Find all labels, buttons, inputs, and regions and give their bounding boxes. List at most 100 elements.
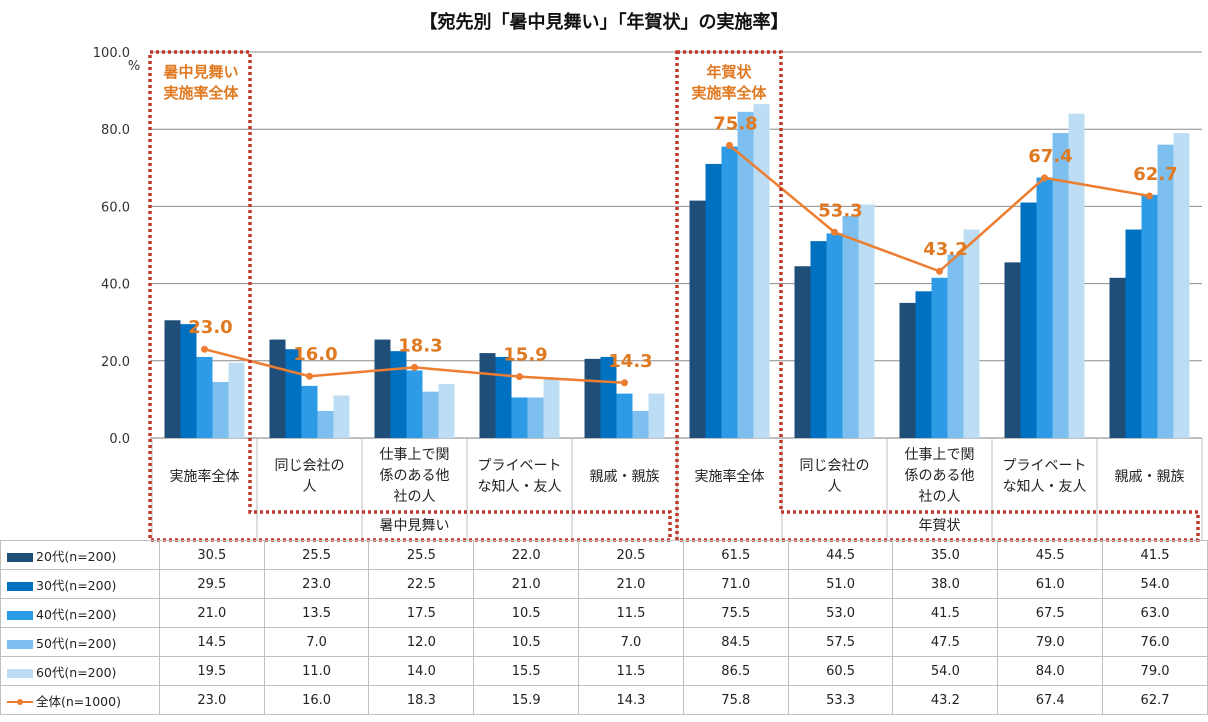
bar [794,266,811,438]
table-cell: 13.5 [263,598,370,628]
bar [527,397,544,438]
annotation-text: 年賀状 [706,63,752,81]
bar [317,410,334,438]
y-tick-label: 100.0 [93,46,130,61]
table-cell: 38.0 [892,569,999,599]
overall-point [411,363,418,371]
table-cell: 61.0 [997,569,1104,599]
bar [438,383,455,438]
bar [600,356,617,438]
table-cell: 15.5 [473,656,580,686]
bar [406,370,423,438]
legend-label: 30代(n=200) [36,577,117,593]
legend-cell: 40代(n=200) [0,598,160,628]
bar [632,410,649,438]
table-cell: 61.5 [682,540,789,570]
bar [543,378,560,438]
table-row: 全体(n=1000) 23.0 16.0 18.3 15.9 14.3 75.8 53.3 43… [0,685,1208,715]
bar [648,393,665,438]
legend-cell: 60代(n=200) [0,656,160,686]
bar [858,204,875,438]
table-cell: 79.0 [1102,656,1208,686]
table-cell: 7.0 [263,627,370,657]
legend-label: 50代(n=200) [36,635,117,651]
category-label: プライベート [478,458,562,474]
category-label: 仕事上で関 [380,447,450,463]
category-label: 係のある他 [380,468,450,484]
category-label: プライベート [1003,458,1087,474]
bar [495,356,512,438]
table-cell: 75.8 [682,685,789,715]
bar [1173,133,1190,438]
table-row: 60代(n=200) 19.5 11.0 14.0 15.5 11.5 86.5 60.5 54… [0,656,1208,686]
data-label: 16.0 [293,344,337,365]
bar [390,351,407,438]
table-cell: 60.5 [787,656,894,686]
table-cell: 47.5 [892,627,999,657]
category-label: 社の人 [919,489,961,505]
table-row: 50代(n=200) 14.5 7.0 12.0 10.5 7.0 84.5 57.5 47.5… [0,627,1208,657]
bar [737,111,754,438]
bar [1109,277,1126,438]
table-cell: 71.0 [682,569,789,599]
category-label: 人 [828,479,842,495]
table-cell: 21.0 [158,598,265,628]
highlight-outline [148,50,672,542]
table-cell: 7.0 [578,627,684,657]
data-label: 67.4 [1028,146,1072,167]
chart-title: 【宛先別「暑中見舞い」「年賀状」の実施率】 [419,12,789,33]
table-cell: 29.5 [158,569,265,599]
bar [1052,133,1069,438]
legend-cell: 20代(n=200) [0,540,160,570]
bar [422,391,439,438]
table-row: 30代(n=200) 29.5 23.0 22.5 21.0 21.0 71.0 51.0 38… [0,569,1208,599]
table-cell: 86.5 [682,656,789,686]
table-cell: 23.0 [158,685,265,715]
legend-swatch [7,581,33,591]
category-label: な知人・友人 [478,478,562,495]
bar [1141,194,1158,438]
category-label: 社の人 [394,489,436,505]
legend-cell: 50代(n=200) [0,627,160,657]
data-label: 18.3 [398,335,442,356]
overall-point [1146,192,1153,200]
table-cell: 51.0 [787,569,894,599]
bar [915,291,932,438]
bar [374,339,391,438]
bar [228,362,245,438]
table-cell: 14.3 [578,685,684,715]
group-label: 暑中見舞い [380,518,450,534]
annotation-text: 実施率全体 [691,84,767,102]
category-label: な知人・友人 [1003,478,1087,495]
bar [1125,229,1142,438]
bar [689,200,706,438]
bar [753,104,770,439]
bar [164,320,181,438]
overall-point [621,379,628,387]
table-cell: 44.5 [787,540,894,570]
table-cell: 14.5 [158,627,265,657]
table-cell: 17.5 [368,598,475,628]
category-label: 係のある他 [905,468,975,484]
table-cell: 54.0 [892,656,999,686]
table-cell: 20.5 [578,540,684,570]
category-label: 親戚・親族 [1115,469,1185,485]
table-cell: 18.3 [368,685,475,715]
category-label: 人 [303,479,317,495]
data-label: 75.8 [713,113,757,134]
data-label: 14.3 [608,351,652,372]
table-cell: 11.5 [578,598,684,628]
bar [705,163,722,438]
table-row: 40代(n=200) 21.0 13.5 17.5 10.5 11.5 75.5 53.0 41… [0,598,1208,628]
bar [1157,144,1174,438]
bar [931,277,948,438]
y-tick-label: 80.0 [101,123,130,138]
overall-point [201,345,208,353]
table-cell: 45.5 [997,540,1104,570]
legend-label: 全体(n=1000) [36,693,121,709]
category-label: 実施率全体 [170,468,240,485]
table-cell: 30.5 [158,540,265,570]
data-label: 15.9 [503,345,547,366]
legend-cell: 全体(n=1000) [0,685,160,715]
data-table: 20代(n=200) 30.5 25.5 25.5 22.0 20.5 61.5 44.5 35… [0,540,1208,715]
